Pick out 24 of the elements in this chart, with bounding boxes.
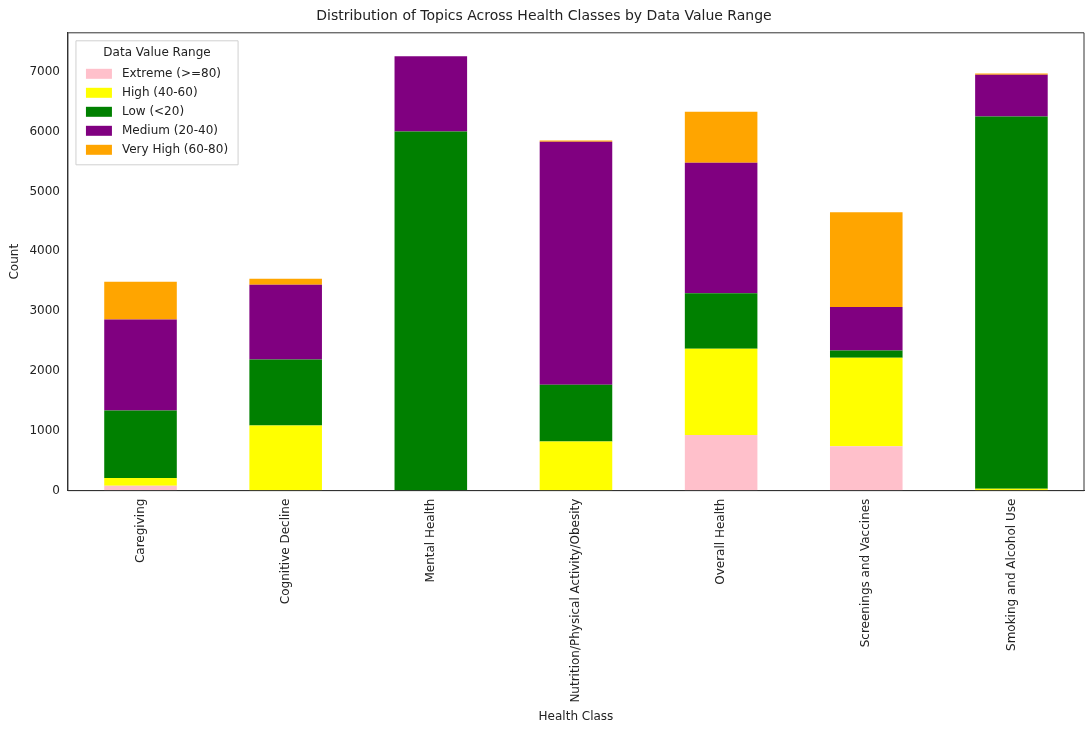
x-tick-label: Overall Health (713, 498, 728, 585)
y-tick-label: 7000 (29, 63, 60, 78)
legend-label: Low (<20) (121, 103, 185, 118)
legend-label: Medium (20-40) (121, 122, 218, 137)
y-tick-label: 6000 (29, 123, 60, 138)
y-axis-title: Count (7, 243, 22, 280)
y-tick-label: 3000 (29, 303, 60, 318)
x-tick-label: Smoking and Alcohol Use (1003, 498, 1018, 651)
x-tick-label: Mental Health (422, 498, 437, 583)
y-tick-label: 2000 (29, 363, 60, 378)
y-tick-label: 5000 (29, 183, 60, 198)
legend-label: Very High (60-80) (121, 141, 229, 156)
x-axis-title: Health Class (538, 708, 614, 723)
x-tick-label: Nutrition/Physical Activity/Obesity (568, 498, 583, 703)
x-tick-label: Screenings and Vaccines (858, 498, 873, 648)
y-tick-label: 0 (52, 482, 60, 497)
y-tick-label: 4000 (29, 243, 60, 258)
legend-label: Extreme (>=80) (121, 65, 222, 80)
x-tick-label: Caregiving (132, 498, 147, 564)
chart-title: Distribution of Topics Across Health Classes by Data Value Range (316, 7, 772, 24)
y-tick-label: 1000 (29, 422, 60, 437)
x-tick-label: Cognitive Decline (277, 498, 292, 605)
legend-title: Data Value Range (103, 44, 211, 59)
legend-label: High (40-60) (121, 84, 198, 99)
